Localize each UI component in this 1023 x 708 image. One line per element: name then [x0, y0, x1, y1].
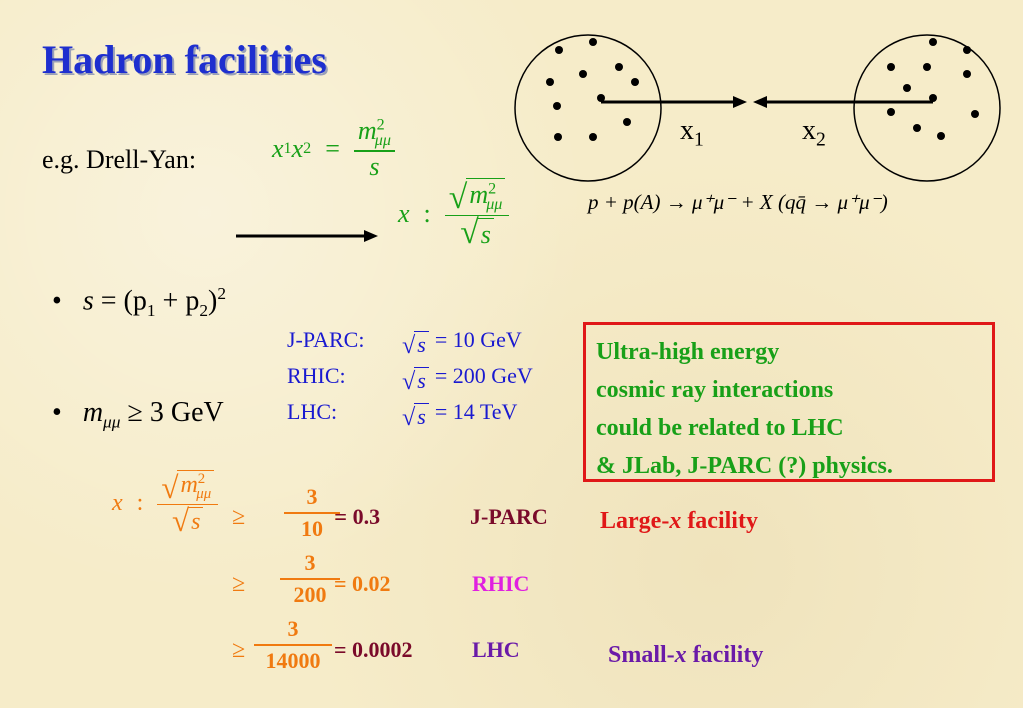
proton-1-circle — [514, 34, 662, 182]
result-jparc: == 0.3 — [334, 504, 381, 529]
geq-symbol-1: ≥ — [232, 504, 246, 530]
implies-arrow — [236, 230, 378, 242]
energy-row-rhic: RHIC: √ s = 200 GeV — [287, 363, 533, 395]
fraction-rhic: 3 200 — [280, 550, 340, 608]
x1-label: x1 — [680, 115, 704, 151]
result-rhic: = 0.02 — [334, 571, 391, 596]
drell-yan-fraction: m2μμ s — [353, 116, 395, 182]
reaction-equation: p + p(A) → μ⁺μ⁻ + X (qq̄ → μ⁺μ⁻) — [588, 190, 888, 214]
bullet-mass-cut: • mμμ ≥ 3 GeV — [52, 397, 224, 432]
page-title: Hadron facilities — [42, 37, 327, 82]
geq-symbol-2: ≥ — [232, 571, 246, 597]
x2-label: x2 — [802, 115, 826, 151]
fraction-lhc: 3 14000 — [254, 616, 332, 674]
small-x-facility-label: Small-x facility — [608, 642, 764, 668]
x-estimate: x : √ m2μμ √ s — [398, 178, 510, 250]
drell-yan-label: e.g. Drell-Yan: — [42, 145, 197, 174]
energy-row-jparc: J-PARC: √ s = 10 GeV — [287, 327, 522, 359]
cosmic-ray-note-box: Ultra-high energy cosmic ray interaction… — [583, 322, 995, 482]
facility-energies: J-PARC: √ s = 10 GeV RHIC: √ s = 200 GeV L… — [287, 322, 533, 430]
facility-rhic: RHIC — [472, 571, 530, 596]
x-formula: x : √ m2μμ √ s — [112, 470, 219, 536]
partons-right — [887, 38, 979, 140]
proton-2-circle — [853, 34, 1001, 182]
facility-lhc: LHC — [472, 637, 520, 662]
bullet-s-definition: • s = (p1 + p2)2 — [52, 284, 227, 320]
large-x-facility-label: Large-x facility — [600, 508, 758, 534]
fraction-jparc: 3 10 — [284, 484, 340, 542]
partons-left — [546, 38, 639, 141]
facility-jparc: J-PARC — [470, 504, 548, 529]
geq-symbol-3: ≥ — [232, 637, 246, 663]
parton-collision-diagram — [514, 34, 1001, 182]
energy-row-lhc: LHC: √ s = 14 TeV — [287, 399, 518, 431]
result-lhc: = 0.0002 — [334, 637, 413, 662]
